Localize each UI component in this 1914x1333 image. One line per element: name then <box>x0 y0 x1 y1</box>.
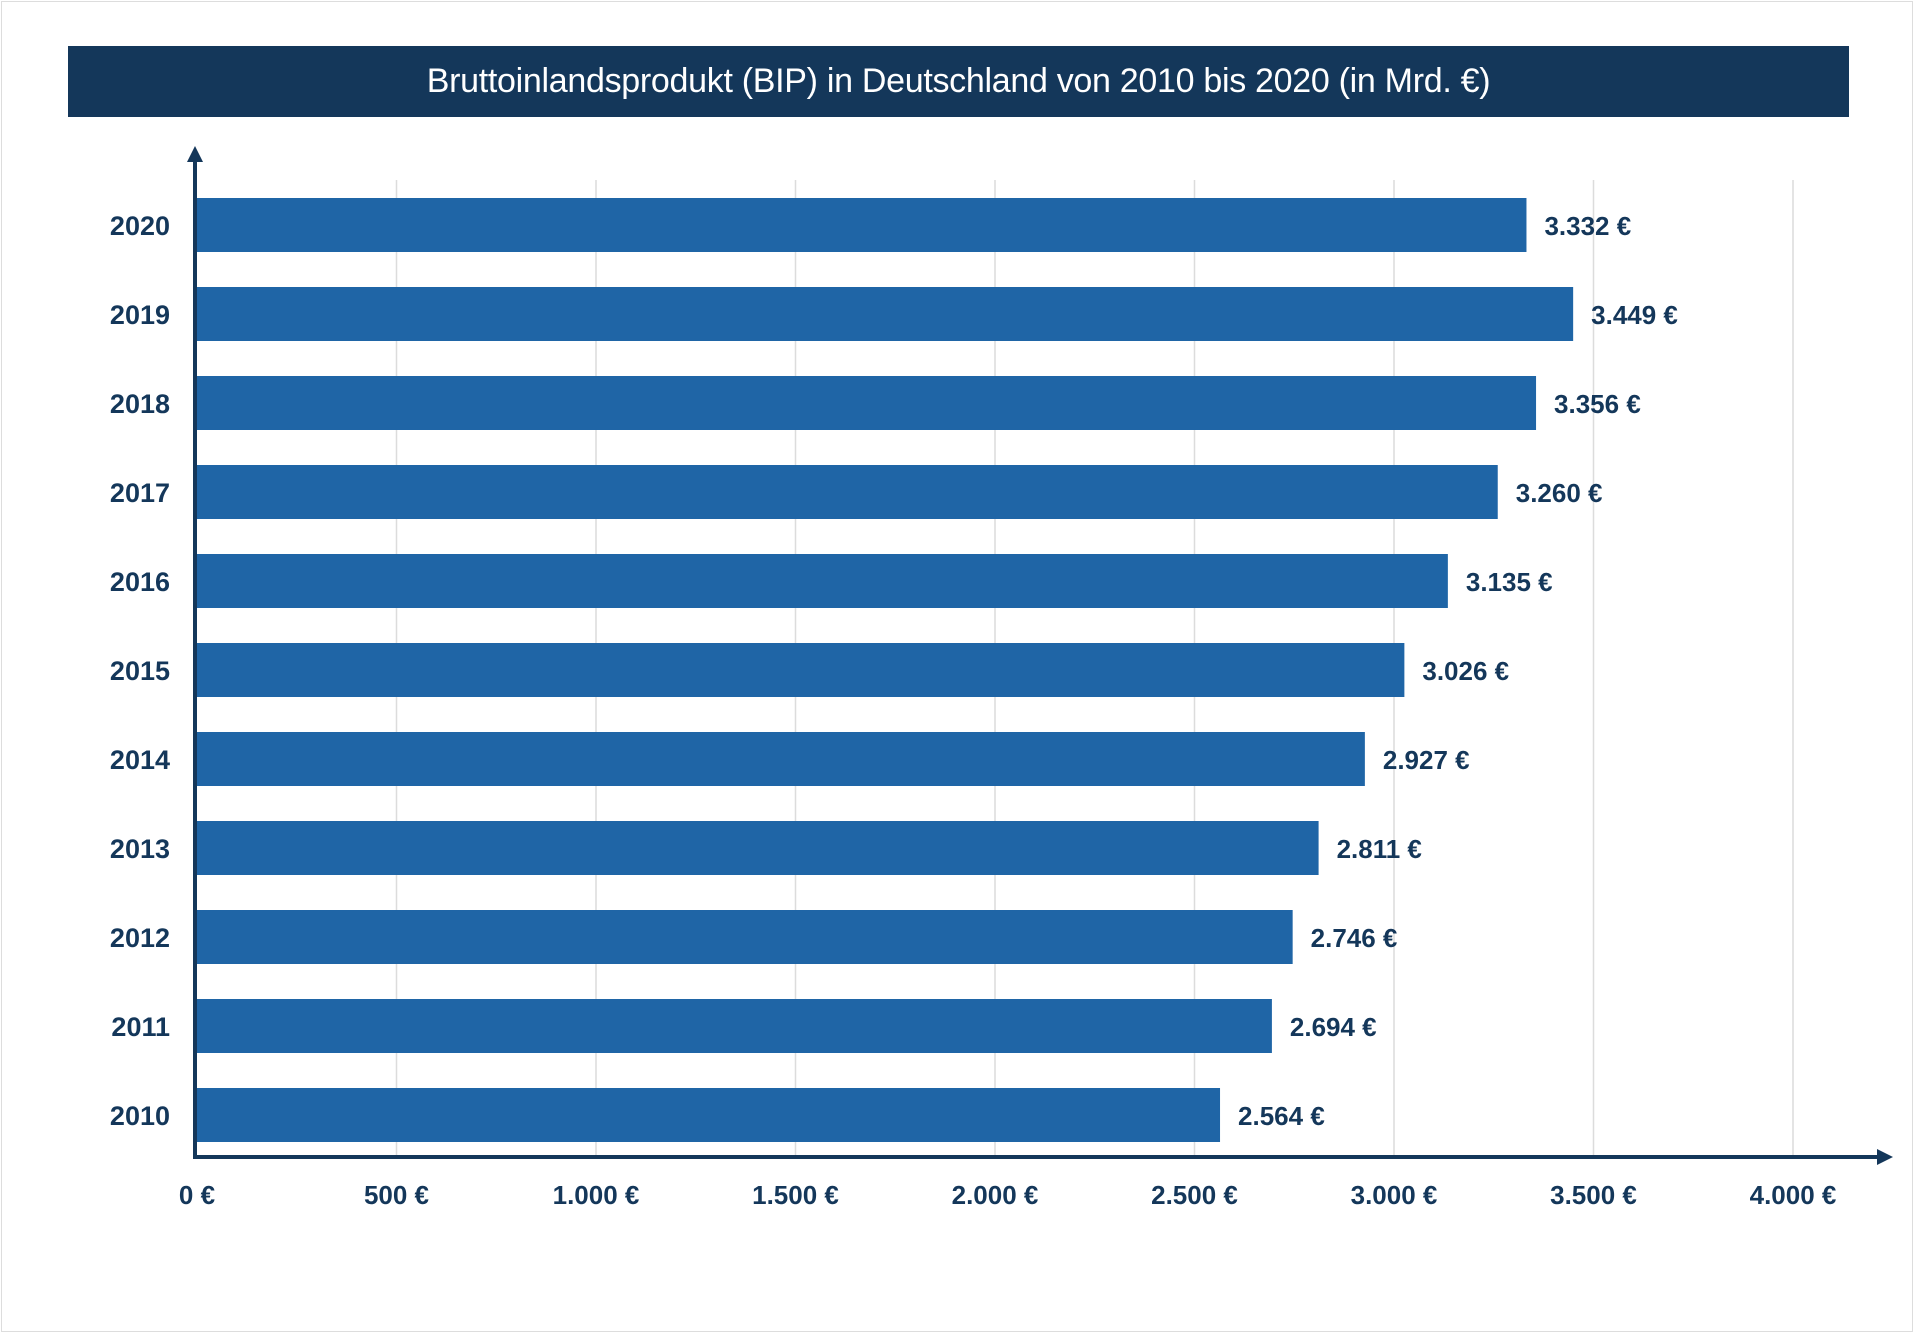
bars <box>197 198 1574 1142</box>
x-tick-label: 2.500 € <box>1151 1180 1238 1210</box>
x-tick-label: 4.000 € <box>1750 1180 1837 1210</box>
value-label: 2.746 € <box>1311 923 1398 953</box>
value-label: 3.449 € <box>1591 300 1678 330</box>
value-label: 3.260 € <box>1516 478 1603 508</box>
category-label: 2014 <box>110 745 170 775</box>
bar-2012 <box>197 910 1293 964</box>
category-label: 2013 <box>110 834 170 864</box>
value-label: 2.564 € <box>1238 1101 1325 1131</box>
value-label: 3.026 € <box>1422 656 1509 686</box>
labels: 2020 3.332 € 2019 3.449 € 2018 3.356 € 2017 3.2… <box>110 211 1836 1210</box>
y-axis-arrow <box>187 146 203 162</box>
x-tick-label: 500 € <box>364 1180 429 1210</box>
bar-2018 <box>197 376 1537 430</box>
category-label: 2011 <box>111 1012 170 1042</box>
category-label: 2019 <box>110 300 170 330</box>
bar-2014 <box>197 732 1365 786</box>
x-tick-label: 3.500 € <box>1550 1180 1637 1210</box>
category-label: 2020 <box>110 211 170 241</box>
x-tick-label: 0 € <box>179 1180 215 1210</box>
value-label: 2.927 € <box>1383 745 1470 775</box>
value-label: 3.135 € <box>1466 567 1553 597</box>
category-label: 2016 <box>110 567 170 597</box>
x-tick-label: 1.500 € <box>752 1180 839 1210</box>
bar-2010 <box>197 1088 1221 1142</box>
category-label: 2018 <box>110 389 170 419</box>
category-label: 2015 <box>110 656 170 686</box>
bar-2019 <box>197 287 1574 341</box>
bar-2020 <box>197 198 1527 252</box>
x-axis-arrow <box>1877 1149 1893 1165</box>
x-tick-label: 3.000 € <box>1351 1180 1438 1210</box>
value-label: 2.694 € <box>1290 1012 1377 1042</box>
value-label: 3.332 € <box>1544 211 1631 241</box>
bar-2015 <box>197 643 1405 697</box>
value-label: 2.811 € <box>1337 834 1422 864</box>
chart-title: Bruttoinlandsprodukt (BIP) in Deutschlan… <box>426 62 1491 100</box>
value-label: 3.356 € <box>1554 389 1641 419</box>
title-banner: Bruttoinlandsprodukt (BIP) in Deutschlan… <box>68 46 1849 117</box>
category-label: 2012 <box>110 923 170 953</box>
bar-2016 <box>197 554 1448 608</box>
x-tick-label: 2.000 € <box>952 1180 1039 1210</box>
bar-2013 <box>197 821 1319 875</box>
x-tick-label: 1.000 € <box>553 1180 640 1210</box>
category-label: 2010 <box>110 1101 170 1131</box>
bar-2017 <box>197 465 1498 519</box>
axes <box>187 146 1893 1165</box>
category-label: 2017 <box>110 478 170 508</box>
bar-2011 <box>197 999 1272 1053</box>
